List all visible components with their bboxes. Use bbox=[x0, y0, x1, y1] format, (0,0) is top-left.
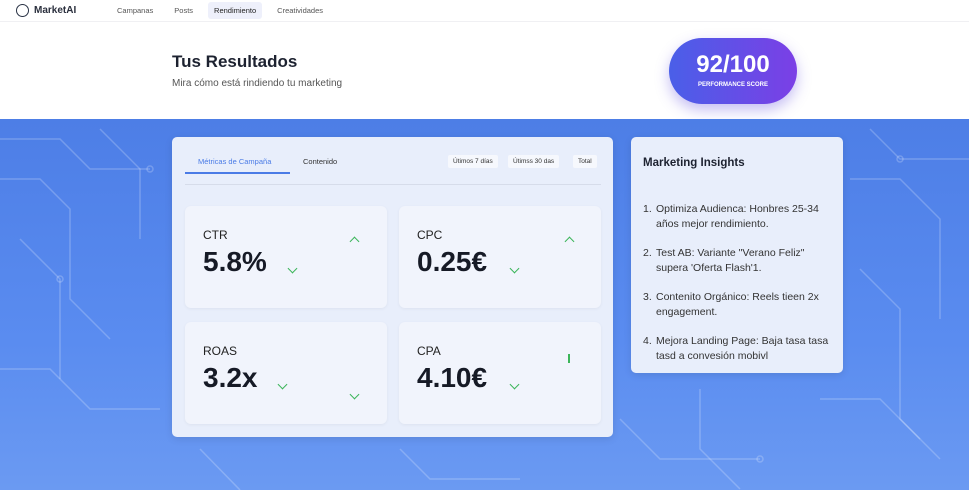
page-title: Tus Resultados bbox=[172, 52, 298, 71]
metrics-panel: Métricas de Campaña Contenido Útimos 7 d… bbox=[172, 137, 613, 437]
insights-list: 1. Optimiza Audienca: Honbres 25-34 años … bbox=[643, 202, 838, 378]
chevron-down-icon bbox=[349, 389, 360, 400]
insight-item: 2. Test AB: Variante "Verano Feliz" super… bbox=[643, 246, 838, 275]
metric-label: ROAS bbox=[203, 344, 238, 358]
metric-value: 4.10€ bbox=[417, 362, 488, 393]
score-value: 92/100 bbox=[696, 51, 770, 78]
metric-value: 5.8% bbox=[203, 246, 267, 277]
filter-30-days[interactable]: Útimss 30 das bbox=[508, 155, 560, 168]
marketing-insights-panel: Marketing Insights 1. Optimiza Audienca: … bbox=[631, 137, 843, 373]
insights-title: Marketing Insights bbox=[643, 157, 745, 169]
insight-item: 3. Contenito Orgánico: Reels tieen 2x eng… bbox=[643, 290, 838, 319]
filter-total[interactable]: Total bbox=[573, 155, 597, 168]
insight-item: 1. Optimiza Audienca: Honbres 25-34 años … bbox=[643, 202, 838, 231]
metric-label: CPA bbox=[417, 344, 441, 358]
metric-card-cpa[interactable]: CPA 4.10€ bbox=[399, 322, 601, 424]
nav-posts[interactable]: Posts bbox=[174, 6, 194, 15]
metric-label: CTR bbox=[203, 228, 228, 242]
performance-score-badge: 92/100 PERFORMANCE SCORE bbox=[669, 38, 797, 104]
logo-text: MarketAI bbox=[34, 5, 77, 16]
active-tab-indicator bbox=[185, 172, 290, 174]
nav-campanas[interactable]: Campanas bbox=[117, 6, 154, 15]
tab-contenido[interactable]: Contenido bbox=[303, 157, 338, 166]
insight-text: Test AB: Variante "Verano Feliz" supera … bbox=[656, 247, 805, 274]
insight-text: Mejora Landing Page: Baja tasa tasa tasd… bbox=[656, 335, 829, 362]
insight-item: 4. Mejora Landing Page: Baja tasa tasa ta… bbox=[643, 334, 838, 363]
metric-card-roas[interactable]: ROAS 3.2x bbox=[185, 322, 387, 424]
chevron-down-icon bbox=[509, 263, 520, 274]
chevron-down-icon bbox=[277, 379, 288, 390]
header: Tus Resultados Mira cómo está rindiendo … bbox=[0, 22, 969, 119]
nav-rendimiento[interactable]: Rendimiento bbox=[208, 2, 263, 19]
chevron-up-icon bbox=[564, 236, 575, 247]
insight-text: Contenito Orgánico: Reels tieen 2x engag… bbox=[656, 291, 819, 318]
logo[interactable]: MarketAI bbox=[16, 4, 111, 17]
top-nav: MarketAI Campanas Posts Rendimiento Crea… bbox=[0, 0, 969, 22]
metric-label: CPC bbox=[417, 228, 443, 242]
divider bbox=[185, 184, 601, 185]
logo-icon bbox=[16, 4, 29, 17]
metric-value: 0.25€ bbox=[417, 246, 488, 277]
page-subtitle: Mira cómo está rindiendo tu marketing bbox=[172, 78, 343, 89]
chevron-down-icon bbox=[509, 379, 520, 390]
tab-metricas-campana[interactable]: Métricas de Campaña bbox=[198, 157, 272, 166]
insight-text: Optimiza Audienca: Honbres 25-34 años me… bbox=[656, 203, 819, 230]
metric-card-ctr[interactable]: CTR 5.8% bbox=[185, 206, 387, 308]
trend-indicator-icon bbox=[568, 354, 570, 363]
nav-creatividades[interactable]: Creatividades bbox=[277, 6, 324, 15]
metric-card-cpc[interactable]: CPC 0.25€ bbox=[399, 206, 601, 308]
chevron-down-icon bbox=[287, 263, 298, 274]
score-label: PERFORMANCE SCORE bbox=[697, 82, 768, 88]
chevron-up-icon bbox=[349, 236, 360, 247]
filter-7-days[interactable]: Útimos 7 días bbox=[448, 155, 498, 168]
metric-value: 3.2x bbox=[203, 362, 258, 393]
